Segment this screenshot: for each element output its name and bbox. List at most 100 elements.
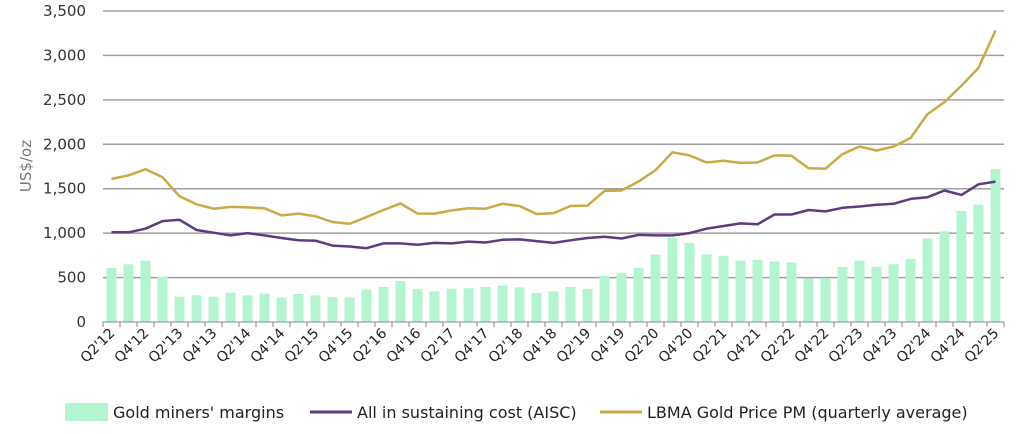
x-axis: Q2'12Q4'12Q2'13Q4'13Q2'14Q4'14Q2'15Q4'15… (78, 321, 1005, 367)
x-tick-label: Q2'20 (622, 326, 663, 367)
bar-margin (225, 292, 236, 322)
bar-margin (871, 266, 882, 322)
bar-margin (276, 297, 287, 322)
series-lines (111, 29, 997, 250)
bar-margin (565, 286, 576, 322)
bar-margin (157, 276, 168, 322)
y-tick-label: 3,000 (43, 46, 86, 64)
legend: Gold miners' margins All in sustaining c… (65, 403, 968, 422)
y-tick-label: 500 (57, 269, 86, 287)
bar-margin (412, 289, 423, 322)
bar-margin (514, 287, 525, 322)
x-tick-label: Q4'21 (724, 326, 765, 367)
bar-margin (344, 297, 355, 322)
x-tick-label: Q4'14 (248, 325, 289, 366)
x-tick-label: Q2'17 (418, 326, 459, 367)
x-tick-label: Q4'16 (384, 325, 425, 366)
bar-margin (939, 231, 950, 322)
y-tick-label: 1,000 (43, 224, 86, 242)
bar-margin (786, 262, 797, 322)
gridlines (103, 10, 1004, 279)
x-tick-label: Q2'13 (146, 326, 187, 367)
x-tick-label: Q4'13 (180, 326, 221, 367)
legend-label-margins: Gold miners' margins (113, 403, 284, 422)
x-tick-label: Q2'24 (894, 325, 935, 366)
bar-margin (106, 267, 117, 322)
bar-margin (956, 210, 967, 322)
bar-margin (327, 297, 338, 322)
x-tick-label: Q4'18 (520, 326, 561, 367)
bar-margin (242, 295, 253, 322)
margin-bars (106, 169, 1001, 322)
bar-margin (140, 260, 151, 322)
x-tick-label: Q4'12 (112, 326, 153, 367)
bar-margin (803, 278, 814, 322)
x-tick-label: Q2'12 (78, 326, 119, 367)
bar-margin (123, 264, 134, 322)
bar-margin (990, 169, 1001, 322)
bar-margin (208, 296, 219, 322)
line-aisc (111, 180, 996, 250)
bar-margin (497, 285, 508, 322)
y-axis-label: US$/oz (17, 140, 35, 192)
x-tick-label: Q4'22 (792, 326, 833, 367)
x-tick-label: Q2'19 (554, 326, 595, 367)
bar-margin (429, 291, 440, 322)
bar-margin (378, 286, 389, 322)
x-tick-label: Q2'25 (962, 326, 1003, 367)
bar-margin (735, 260, 746, 322)
bar-margin (599, 275, 610, 322)
x-tick-label: Q4'19 (588, 326, 629, 367)
bar-margin (684, 242, 695, 322)
bar-margin (191, 295, 202, 322)
bar-margin (310, 295, 321, 322)
legend-label-gold-price: LBMA Gold Price PM (quarterly average) (647, 403, 968, 422)
bar-margin (667, 237, 678, 322)
x-tick-label: Q2'21 (690, 326, 731, 367)
bar-margin (480, 286, 491, 322)
bar-margin (293, 294, 304, 322)
y-tick-label: 2,000 (43, 135, 86, 153)
legend-swatch-margins (65, 403, 108, 421)
x-tick-label: Q4'17 (452, 326, 493, 367)
bar-margin (820, 278, 831, 322)
x-tick-label: Q2'14 (214, 325, 255, 366)
y-tick-label: 1,500 (43, 180, 86, 198)
bar-margin (446, 288, 457, 322)
x-tick-label: Q4'24 (928, 325, 969, 366)
x-tick-label: Q2'18 (486, 326, 527, 367)
bar-margin (548, 291, 559, 322)
bar-margin (922, 238, 933, 322)
bar-margin (701, 254, 712, 322)
x-tick-label: Q4'15 (316, 326, 357, 367)
bar-margin (752, 259, 763, 322)
legend-label-aisc: All in sustaining cost (AISC) (357, 403, 577, 422)
bar-margin (395, 281, 406, 322)
bar-margin (174, 296, 185, 322)
bar-margin (361, 289, 372, 322)
line-gold-price (111, 29, 997, 226)
bar-margin (616, 273, 627, 322)
bar-margin (854, 260, 865, 322)
y-tick-label: 3,500 (43, 2, 86, 20)
x-tick-label: Q2'22 (758, 326, 799, 367)
bar-margin (650, 254, 661, 322)
x-tick-label: Q4'23 (860, 326, 901, 367)
bar-margin (905, 258, 916, 322)
bar-margin (259, 293, 270, 322)
bar-margin (718, 255, 729, 322)
x-tick-label: Q2'23 (826, 326, 867, 367)
bar-margin (463, 288, 474, 322)
x-tick-label: Q2'16 (350, 325, 391, 366)
bar-margin (888, 264, 899, 322)
bar-margin (837, 266, 848, 322)
x-tick-label: Q4'20 (656, 326, 697, 367)
y-tick-label: 0 (76, 313, 86, 331)
y-tick-label: 2,500 (43, 91, 86, 109)
y-axis-ticks: 0 500 1,000 1,500 2,000 2,500 3,000 3,500 (43, 2, 86, 331)
bar-margin (582, 289, 593, 322)
bar-margin (633, 267, 644, 322)
bar-margin (531, 293, 542, 322)
x-tick-label: Q2'15 (282, 326, 323, 367)
